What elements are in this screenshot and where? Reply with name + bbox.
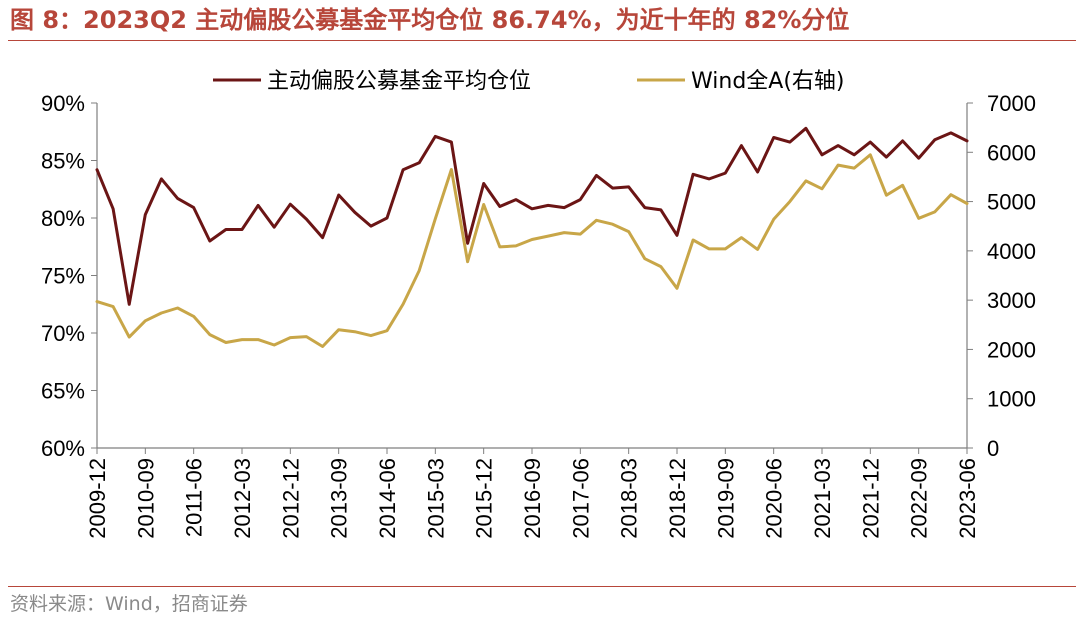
x-tick-label: 2016-09 (520, 458, 545, 539)
x-tick-label: 2018-12 (665, 458, 690, 539)
x-tick-label: 2015-03 (423, 458, 448, 539)
x-tick-label: 2017-06 (568, 458, 593, 539)
left-tick-label: 85% (41, 149, 85, 174)
x-tick-label: 2019-09 (713, 458, 738, 539)
x-tick-label: 2009-12 (85, 458, 110, 539)
x-tick-label: 2021-12 (858, 458, 883, 539)
series-line-wind-index (95, 153, 969, 348)
right-tick-label: 3000 (987, 288, 1036, 313)
x-tick-label: 2012-03 (230, 458, 255, 539)
left-tick-label: 90% (41, 91, 85, 116)
right-tick-label: 5000 (987, 190, 1036, 215)
x-tick-label: 2022-09 (907, 458, 932, 539)
legend-label: 主动偏股公募基金平均仓位 (267, 69, 531, 94)
legend-label: Wind全A(右轴) (691, 69, 845, 94)
figure-title: 图 8：2023Q2 主动偏股公募基金平均仓位 86.74%，为近十年的 82%… (10, 6, 850, 34)
right-tick-label: 2000 (987, 337, 1036, 362)
right-tick-label: 0 (987, 436, 999, 461)
x-tick-label: 2018-03 (617, 458, 642, 539)
title-divider (8, 40, 1076, 41)
x-tick-label: 2013-09 (327, 458, 352, 539)
right-tick-label: 7000 (987, 91, 1036, 116)
x-tick-label: 2012-12 (278, 458, 303, 539)
right-tick-label: 1000 (987, 387, 1036, 412)
x-tick-label: 2023-06 (955, 458, 980, 539)
right-tick-label: 6000 (987, 140, 1036, 165)
x-tick-label: 2021-03 (810, 458, 835, 539)
x-tick-label: 2011-06 (182, 458, 207, 537)
left-tick-label: 70% (41, 321, 85, 346)
source-note: 资料来源：Wind，招商证券 (10, 593, 248, 615)
left-tick-label: 80% (41, 206, 85, 231)
x-tick-label: 2014-06 (375, 458, 400, 539)
right-tick-label: 4000 (987, 239, 1036, 264)
x-tick-label: 2020-06 (762, 458, 787, 539)
left-tick-label: 75% (41, 264, 85, 289)
left-tick-label: 65% (41, 379, 85, 404)
series-line-position (95, 126, 969, 306)
x-tick-label: 2010-09 (133, 458, 158, 539)
x-tick-label: 2015-12 (472, 458, 497, 539)
left-tick-label: 60% (41, 436, 85, 461)
source-divider (8, 586, 1076, 587)
